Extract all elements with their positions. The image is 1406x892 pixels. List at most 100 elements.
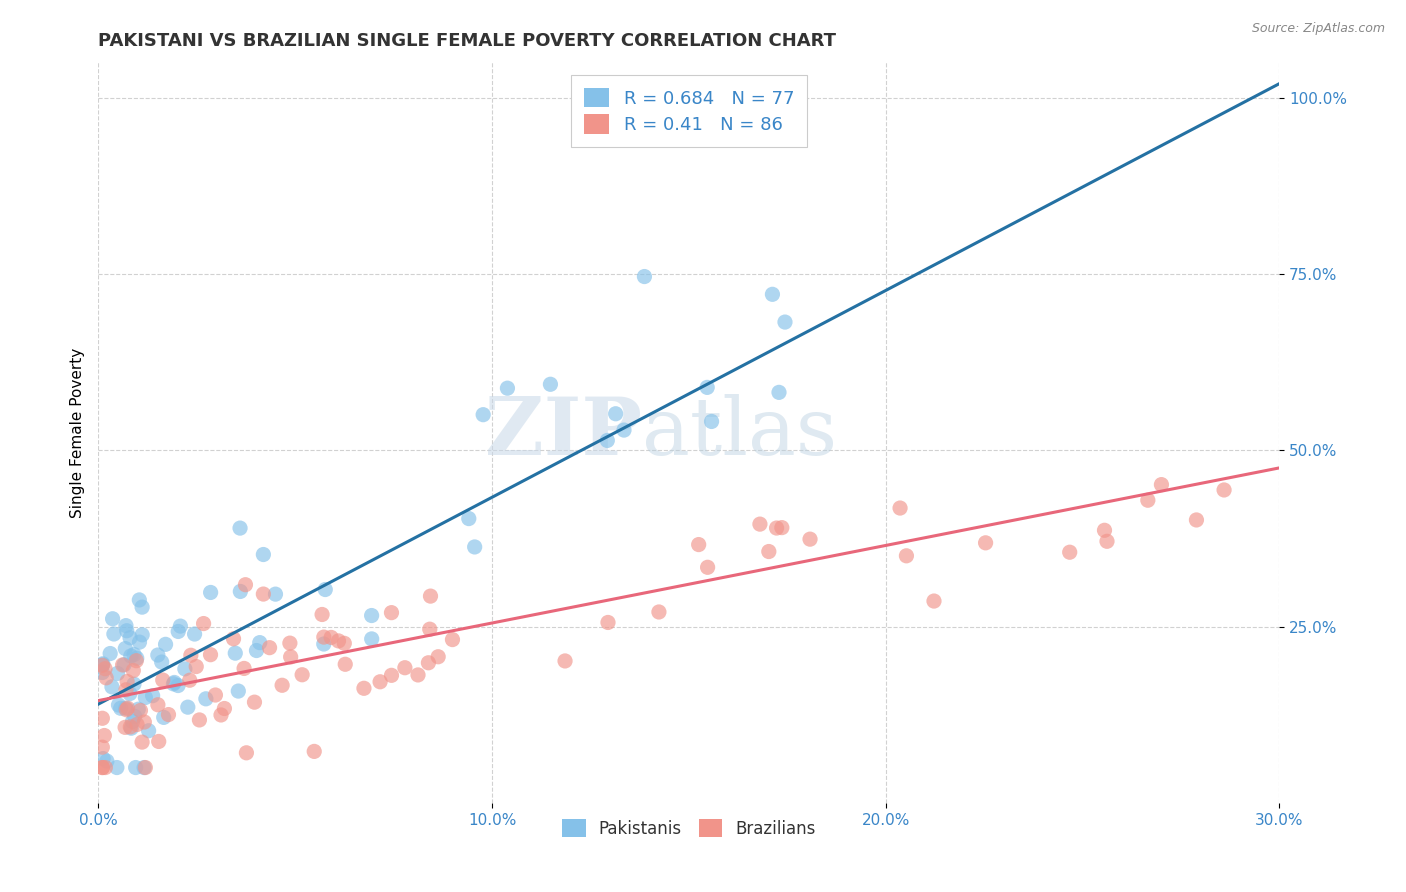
Point: [406, 668, 429, 682]
Point: [134, 760, 156, 774]
Point: [233, 661, 256, 675]
Point: [768, 385, 790, 400]
Point: [380, 668, 402, 682]
Point: [179, 673, 201, 688]
Point: [243, 695, 266, 709]
Point: [128, 635, 150, 649]
Point: [117, 701, 139, 715]
Point: [120, 631, 142, 645]
Point: [321, 631, 343, 645]
Point: [974, 536, 997, 550]
Point: [169, 619, 191, 633]
Point: [128, 593, 150, 607]
Point: [214, 701, 236, 715]
Point: [700, 415, 723, 429]
Point: [142, 689, 165, 703]
Point: [115, 624, 138, 638]
Point: [360, 608, 382, 623]
Point: [121, 714, 143, 729]
Point: [770, 521, 793, 535]
Point: [146, 698, 169, 712]
Point: [696, 380, 718, 394]
Point: [148, 734, 170, 748]
Point: [1213, 483, 1236, 497]
Point: [209, 708, 232, 723]
Point: [177, 700, 200, 714]
Point: [91, 658, 114, 673]
Point: [188, 713, 211, 727]
Point: [115, 682, 138, 697]
Point: [152, 673, 174, 687]
Point: [1150, 477, 1173, 491]
Point: [441, 632, 464, 647]
Point: [96, 671, 118, 685]
Point: [328, 634, 350, 648]
Point: [162, 677, 184, 691]
Point: [131, 735, 153, 749]
Point: [419, 589, 441, 603]
Point: [173, 662, 195, 676]
Legend: Pakistanis, Brazilians: Pakistanis, Brazilians: [554, 811, 824, 847]
Point: [605, 407, 627, 421]
Point: [150, 655, 173, 669]
Point: [419, 622, 441, 636]
Point: [291, 667, 314, 681]
Point: [96, 754, 118, 768]
Point: [312, 637, 335, 651]
Point: [124, 760, 146, 774]
Point: [229, 521, 252, 535]
Point: [748, 517, 770, 532]
Point: [163, 675, 186, 690]
Point: [799, 532, 821, 546]
Point: [226, 684, 249, 698]
Point: [101, 680, 124, 694]
Point: [249, 635, 271, 649]
Point: [235, 746, 257, 760]
Point: [134, 714, 156, 729]
Point: [98, 647, 121, 661]
Point: [194, 691, 217, 706]
Point: [1136, 493, 1159, 508]
Point: [193, 616, 215, 631]
Point: [94, 662, 117, 676]
Point: [112, 657, 135, 672]
Point: [696, 560, 718, 574]
Point: [1095, 534, 1118, 549]
Point: [110, 701, 132, 715]
Point: [138, 723, 160, 738]
Text: PAKISTANI VS BRAZILIAN SINGLE FEMALE POVERTY CORRELATION CHART: PAKISTANI VS BRAZILIAN SINGLE FEMALE POV…: [98, 32, 837, 50]
Point: [222, 632, 245, 646]
Point: [91, 760, 114, 774]
Point: [204, 688, 226, 702]
Point: [91, 740, 114, 755]
Point: [120, 720, 142, 734]
Text: Source: ZipAtlas.com: Source: ZipAtlas.com: [1251, 22, 1385, 36]
Point: [613, 423, 636, 437]
Point: [264, 587, 287, 601]
Point: [114, 720, 136, 734]
Point: [107, 698, 129, 712]
Point: [314, 582, 336, 597]
Point: [157, 707, 180, 722]
Point: [146, 648, 169, 662]
Point: [252, 548, 274, 562]
Point: [122, 648, 145, 662]
Point: [271, 678, 294, 692]
Point: [457, 511, 479, 525]
Point: [120, 648, 142, 663]
Point: [91, 751, 114, 765]
Point: [758, 544, 780, 558]
Point: [333, 636, 356, 650]
Point: [125, 717, 148, 731]
Point: [224, 646, 246, 660]
Point: [596, 615, 619, 630]
Point: [200, 585, 222, 599]
Point: [105, 760, 128, 774]
Point: [302, 744, 325, 758]
Point: [688, 538, 710, 552]
Point: [131, 600, 153, 615]
Point: [131, 628, 153, 642]
Point: [229, 584, 252, 599]
Point: [111, 657, 134, 672]
Point: [125, 654, 148, 668]
